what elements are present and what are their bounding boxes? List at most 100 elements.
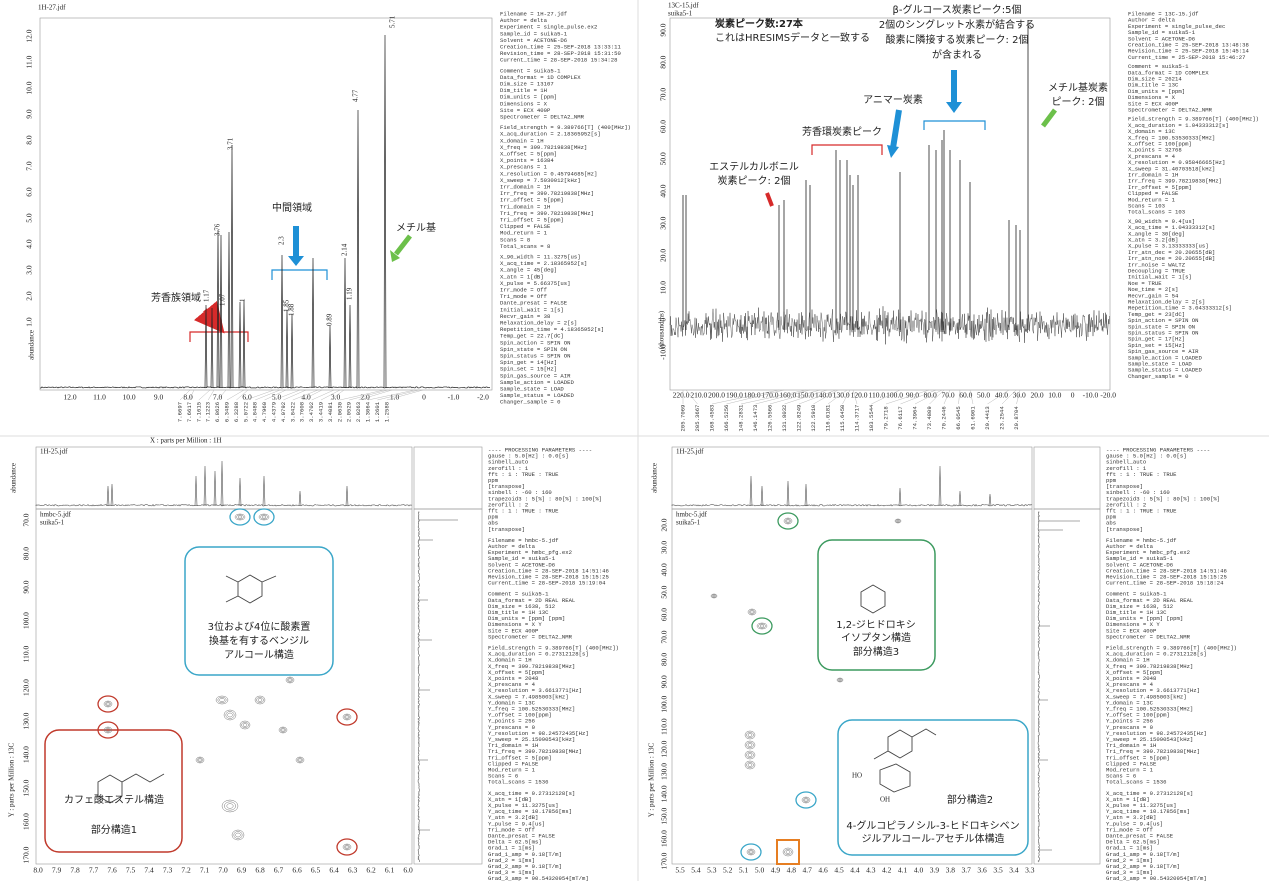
x-tick-label: -2.0 bbox=[477, 393, 489, 402]
annotation: エステルカルボニル bbox=[709, 161, 799, 173]
x-tick-label: 5.0 bbox=[272, 393, 282, 402]
annotation: が含まれる bbox=[932, 48, 982, 61]
y-tick-label: 11.0 bbox=[25, 55, 34, 68]
y-tick-label: 130.0 bbox=[660, 763, 669, 780]
parameter-line: Changer_sample = 0 bbox=[1128, 373, 1189, 380]
peak-position: 3.4081 bbox=[327, 401, 334, 422]
x-tick-label: 4.1 bbox=[898, 866, 908, 875]
peak-label: 5.71 bbox=[389, 15, 397, 28]
x-tick-label: 3.8 bbox=[946, 866, 956, 875]
peak-label: 1.88 bbox=[288, 303, 296, 316]
x-tick-label: 7.0 bbox=[218, 866, 228, 875]
x-tick-label: 100.0 bbox=[886, 391, 903, 400]
sample-name: suika5-1 bbox=[668, 10, 693, 18]
peak-position: 76.6117 bbox=[897, 406, 904, 430]
peak-position: 122.8249 bbox=[795, 405, 802, 432]
y-tick-label: 50.0 bbox=[660, 585, 669, 598]
sample-name: suika5-1 bbox=[676, 519, 701, 527]
y-tick-label: 5.0 bbox=[25, 213, 34, 223]
peak-position: 3.4702 bbox=[308, 402, 315, 422]
y-tick-label: 150.0 bbox=[660, 808, 669, 825]
x-tick-label: 4.7 bbox=[803, 866, 813, 875]
y-tick-label: 12.0 bbox=[25, 29, 34, 42]
peak-position: 205.3667 bbox=[694, 405, 701, 432]
x-tick-label: 11.0 bbox=[93, 393, 106, 402]
peak-position: 4.4379 bbox=[270, 402, 277, 422]
peak-position: 205.7069 bbox=[679, 405, 686, 432]
peak-label: 1 bbox=[239, 298, 247, 302]
peak-position: 4.7960 bbox=[261, 401, 268, 422]
x-tick-label: 6.0 bbox=[242, 393, 252, 402]
peak-position: 4.8488 bbox=[252, 402, 259, 422]
x-tick-label: 20.0 bbox=[1030, 391, 1043, 400]
parameter-line: fft : 1 : TRUE : TRUE bbox=[488, 471, 559, 478]
peak-position: 115.6450 bbox=[839, 404, 846, 431]
y-tick-label: 130.0 bbox=[22, 712, 31, 729]
parameter-line: [transpose] bbox=[1106, 526, 1143, 533]
y-tick-label: 8.0 bbox=[25, 135, 34, 145]
annotation: アニマー炭素 bbox=[863, 93, 923, 106]
x-tick-label: -10.0 bbox=[1083, 391, 1099, 400]
x-tick-label: 4.8 bbox=[787, 866, 797, 875]
peak-position: 7.6697 bbox=[176, 402, 183, 422]
y-tick-label: 4.0 bbox=[25, 239, 34, 249]
x-tick-label: 5.0 bbox=[755, 866, 765, 875]
peak-position: 20.8704 bbox=[1013, 406, 1020, 430]
x-tick-label: 0 bbox=[422, 393, 426, 402]
y-tick-label: 40.0 bbox=[659, 184, 668, 197]
file-name: 1H-25.jdf bbox=[676, 448, 704, 456]
y-tick-label: 80.0 bbox=[22, 547, 31, 560]
peak-position: 116.0181 bbox=[824, 404, 831, 431]
peak-label: 0.89 bbox=[326, 313, 334, 326]
x-tick-label: 5.3 bbox=[707, 866, 717, 875]
file-name: 13C-15.jdf bbox=[668, 2, 699, 10]
peak-position: 7.1223 bbox=[205, 402, 212, 422]
peak-position: 66.0545 bbox=[955, 406, 962, 430]
peak-position: 23.2544 bbox=[998, 406, 1005, 430]
y-tick-label: 90.0 bbox=[22, 580, 31, 593]
y-tick-label: 30.0 bbox=[660, 541, 669, 554]
x-tick-label: 190.0 bbox=[726, 391, 743, 400]
parameter-line: fft : 1 : TRUE : TRUE bbox=[1106, 471, 1177, 478]
y-tick-label: 60.0 bbox=[660, 608, 669, 621]
parameter-line: Total_scans = 103 bbox=[1128, 209, 1185, 216]
x-tick-label: 6.7 bbox=[274, 866, 284, 875]
y-tick-label: 90.0 bbox=[660, 675, 669, 688]
peak-position: 168.4583 bbox=[708, 405, 715, 432]
y-tick-label: 20.0 bbox=[660, 518, 669, 531]
peak-position: 3.4419 bbox=[317, 402, 324, 422]
projection-label: abundance bbox=[651, 463, 659, 493]
peak-label: 3.71 bbox=[227, 137, 235, 150]
annotation: 芳香族領域 bbox=[151, 291, 201, 304]
y-tick-label: 140.0 bbox=[22, 746, 31, 763]
annotation: 換基を有するベンジル bbox=[209, 634, 309, 647]
peak-position: 166.5256 bbox=[723, 405, 730, 432]
x-tick-label: 7.1 bbox=[200, 866, 210, 875]
annotation: メチル基炭素 bbox=[1048, 81, 1108, 94]
x-tick-label: 6.0 bbox=[403, 866, 413, 875]
peak-position: 4.0792 bbox=[280, 402, 287, 422]
peak-label: 4.77 bbox=[352, 89, 360, 102]
x-tick-label: 4.9 bbox=[771, 866, 781, 875]
peak-label: 1.19 bbox=[346, 287, 354, 300]
peak-position: 103.5544 bbox=[868, 404, 875, 431]
y-tick-label: 7.0 bbox=[25, 161, 34, 171]
file-name: 1H-25.jdf bbox=[40, 448, 68, 456]
x-tick-label: 6.8 bbox=[255, 866, 265, 875]
figure: 1H-27.jdfabundance1.02.03.04.05.06.07.08… bbox=[0, 0, 1269, 881]
y-tick-label: 80.0 bbox=[659, 55, 668, 68]
x-tick-label: 4.0 bbox=[914, 866, 924, 875]
peak-position: 1.2601 bbox=[374, 401, 381, 422]
x-tick-label: 70.0 bbox=[941, 391, 954, 400]
file-name: 1H-27.jdf bbox=[38, 4, 66, 12]
x-tick-label: 5.5 bbox=[675, 866, 685, 875]
annotation: 炭素ピーク: 2個 bbox=[718, 174, 791, 187]
y-tick-label: 110.0 bbox=[22, 645, 31, 662]
parameter-line: Current_time = 28-SEP-2018 15:18:24 bbox=[1106, 580, 1224, 587]
annotation: 芳香環炭素ピーク bbox=[802, 125, 882, 138]
y-tick-label: 10.0 bbox=[659, 281, 668, 294]
y-tick-label: 90.0 bbox=[659, 23, 668, 36]
x-tick-label: 4.0 bbox=[301, 393, 311, 402]
y-tick-label: 40.0 bbox=[660, 563, 669, 576]
file-name: hmbc-5.jdf bbox=[40, 511, 72, 519]
